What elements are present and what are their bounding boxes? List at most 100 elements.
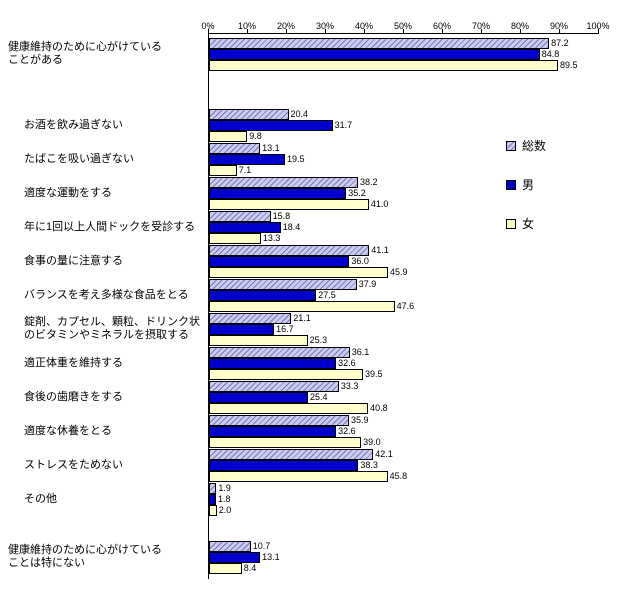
bar-group: 21.1 16.7 25.3 — [209, 313, 599, 346]
bar-男 — [209, 49, 540, 60]
bar-女 — [209, 505, 217, 516]
category-label-line: 年に1回以上人間ドックを受診する — [24, 220, 196, 233]
legend-swatch-総数 — [506, 140, 516, 151]
bar-row: 35.9 — [209, 415, 599, 426]
bar-女 — [209, 267, 388, 278]
category-label: お酒を飲み過ぎない — [24, 108, 202, 142]
bar-row: 31.7 — [209, 120, 599, 131]
bar-value-label: 31.7 — [334, 120, 353, 130]
bar-value-label: 87.2 — [551, 38, 569, 48]
bar-value-label: 1.8 — [218, 494, 231, 504]
bar-row: 39.0 — [209, 437, 599, 448]
bar-value-label: 40.8 — [370, 403, 388, 413]
bar-value-label: 39.5 — [365, 369, 383, 379]
bar-row: 47.6 — [209, 301, 599, 312]
bar-group: 1.9 1.8 2.0 — [209, 483, 599, 516]
category-label-line: たばこを吸い過ぎない — [24, 152, 134, 165]
bar-row: 35.2 — [209, 188, 599, 199]
x-axis-tick — [286, 29, 287, 33]
bar-group: 38.2 35.2 41.0 — [209, 177, 599, 210]
x-axis-tick — [403, 29, 404, 33]
bar-value-label: 8.4 — [243, 563, 257, 573]
bar-row: 39.5 — [209, 369, 599, 380]
x-axis-tick-label: 30% — [315, 21, 335, 31]
bar-女 — [209, 199, 369, 210]
bar-group: 41.1 36.0 45.9 — [209, 245, 599, 278]
bar-value-label: 7.1 — [238, 165, 252, 175]
bar-総数 — [209, 38, 550, 49]
bar-総数 — [209, 347, 350, 358]
bar-value-label: 42.1 — [375, 449, 393, 459]
bar-row: 37.9 — [209, 279, 599, 290]
bar-group: 36.1 32.6 39.5 — [209, 347, 599, 380]
bar-女 — [209, 233, 261, 244]
bar-value-label: 36.0 — [351, 256, 369, 266]
category-label: 食後の歯磨きをする — [24, 380, 202, 414]
bar-value-label: 1.9 — [218, 483, 231, 493]
category-label-line: お酒を飲み過ぎない — [24, 118, 123, 131]
bar-group: 35.9 32.6 39.0 — [209, 415, 599, 448]
x-axis-tick-label: 90% — [549, 21, 569, 31]
bar-value-label: 84.8 — [541, 49, 560, 59]
bar-row: 45.8 — [209, 471, 599, 482]
category-label-line: 適度な休養をとる — [24, 424, 112, 437]
bar-row: 36.0 — [209, 256, 599, 267]
bar-value-label: 38.3 — [360, 460, 378, 470]
bar-男 — [209, 324, 275, 335]
bar-女 — [209, 471, 388, 482]
bar-row: 27.5 — [209, 290, 599, 301]
bar-value-label: 13.3 — [262, 233, 281, 243]
x-axis-tick — [481, 29, 482, 33]
bar-row: 1.9 — [209, 483, 599, 494]
category-label: 年に1回以上人間ドックを受診する — [24, 210, 202, 244]
bar-row: 32.6 — [209, 426, 599, 437]
x-axis-tick-label: 0% — [201, 21, 215, 31]
x-axis-tick — [559, 29, 560, 33]
bar-row: 25.3 — [209, 335, 599, 346]
bar-value-label: 20.4 — [290, 109, 309, 119]
category-label-line: 食後の歯磨きをする — [24, 390, 123, 403]
bar-総数 — [209, 211, 271, 222]
legend-swatch-女 — [506, 218, 516, 229]
bar-group: 37.9 27.5 47.6 — [209, 279, 599, 312]
bar-value-label: 89.5 — [560, 60, 578, 70]
bar-group: 15.8 18.4 13.3 — [209, 211, 599, 244]
bar-row: 21.1 — [209, 313, 599, 324]
legend-swatch-男 — [506, 179, 516, 190]
bar-総数 — [209, 449, 374, 460]
bar-row: 19.5 — [209, 154, 599, 165]
category-label: たばこを吸い過ぎない — [24, 142, 202, 176]
category-label-line: 適正体重を維持する — [24, 356, 123, 369]
category-label-line: 健康維持のために心がけている — [8, 544, 162, 556]
bar-女 — [209, 335, 308, 346]
category-label-line: その他 — [24, 492, 57, 505]
x-axis-tick-label: 20% — [276, 21, 296, 31]
x-axis-tick — [325, 29, 326, 33]
bar-value-label: 39.0 — [363, 437, 381, 447]
bar-value-label: 9.8 — [249, 131, 262, 141]
bar-row: 40.8 — [209, 403, 599, 414]
x-axis-tick — [598, 29, 599, 33]
bar-row: 25.4 — [209, 392, 599, 403]
bar-男 — [209, 358, 337, 369]
bar-row: 38.3 — [209, 460, 599, 471]
bar-row: 41.1 — [209, 245, 599, 256]
bar-row: 38.2 — [209, 177, 599, 188]
bar-group: 33.3 25.4 40.8 — [209, 381, 599, 414]
category-label-line: 健康維持のために心がけている — [8, 41, 162, 53]
category-label: ストレスをためない — [24, 448, 202, 482]
bar-group: 42.1 38.3 45.8 — [209, 449, 599, 482]
x-axis-tick — [520, 29, 521, 33]
category-label: 健康維持のために心がけている ことがある — [8, 37, 202, 71]
bar-value-label: 27.5 — [318, 290, 336, 300]
bar-value-label: 2.0 — [218, 505, 232, 515]
bar-value-label: 16.7 — [276, 324, 294, 334]
legend-item: 総数 — [506, 137, 546, 154]
bar-男 — [209, 392, 309, 403]
bar-value-label: 35.9 — [351, 415, 369, 425]
bar-value-label: 10.7 — [252, 541, 271, 551]
legend-label: 総数 — [522, 139, 547, 153]
bar-女 — [209, 165, 237, 176]
category-label: 錠剤、カプセル、顆粒、ドリンク状 のビタミンやミネラルを摂取する — [24, 312, 202, 346]
